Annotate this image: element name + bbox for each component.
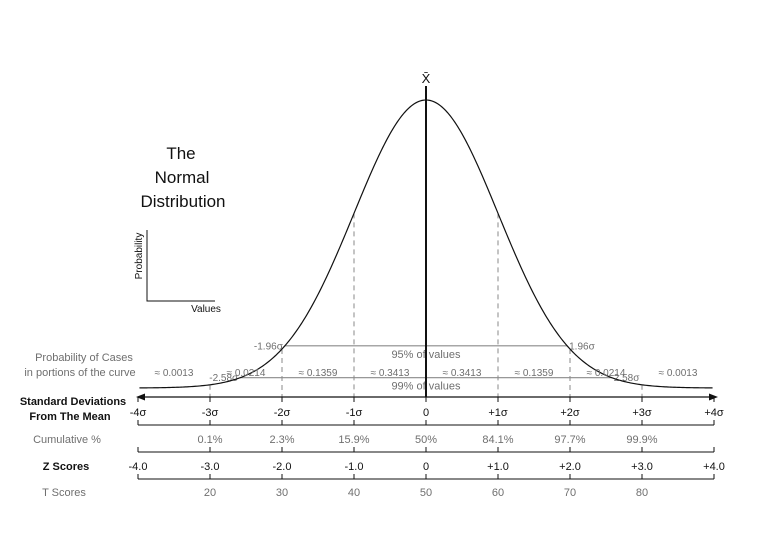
band-left-label: -2.58σ: [209, 373, 239, 384]
portion-value: ≈ 0.3413: [443, 368, 482, 379]
z-tick-label: +3.0: [631, 461, 653, 473]
sd-tick-label: +2σ: [560, 407, 580, 419]
t-tick-label: 40: [348, 487, 360, 499]
sd-tick-label: 0: [423, 407, 429, 419]
sd-tick-label: -4σ: [130, 407, 147, 419]
cumulative-tick-label: 97.7%: [554, 434, 585, 446]
cumulative-tick-label: 99.9%: [626, 434, 657, 446]
portion-value: ≈ 0.0013: [659, 368, 698, 379]
t-tick-label: 50: [420, 487, 432, 499]
portion-value: ≈ 0.0214: [227, 368, 266, 379]
z-tick-label: +1.0: [487, 461, 509, 473]
sd-tick-label: +4σ: [704, 407, 724, 419]
z-tick-label: 0: [423, 461, 429, 473]
sd-tick-label: +3σ: [632, 407, 652, 419]
portion-value: ≈ 0.1359: [299, 368, 338, 379]
cumulative-tick-label: 84.1%: [482, 434, 513, 446]
t-tick-label: 30: [276, 487, 288, 499]
z-tick-label: +4.0: [703, 461, 725, 473]
t-tick-label: 70: [564, 487, 576, 499]
scale-rows: -4σ -3σ -2σ -1σ 0 +1σ +2σ +3σ +4σ 0.1% 2.3% 15.9% 50…: [129, 397, 725, 499]
sd-row-label-2: From The Mean: [29, 411, 111, 423]
portion-values: ≈ 0.0013 ≈ 0.0214 ≈ 0.1359 ≈ 0.3413 ≈ 0.3413…: [155, 368, 698, 379]
t-row-label: T Scores: [42, 487, 86, 499]
cumulative-tick-label: 2.3%: [269, 434, 294, 446]
z-row-label: Z Scores: [43, 461, 89, 473]
t-tick-label: 60: [492, 487, 504, 499]
mini-axes-lines: [146, 230, 215, 302]
cumulative-tick-label: 50%: [415, 434, 437, 446]
sd-tick-label: -3σ: [202, 407, 219, 419]
diagram-title: The Normal Distribution: [140, 144, 225, 211]
portion-value: ≈ 0.0013: [155, 368, 194, 379]
cumulative-tick-label: 0.1%: [197, 434, 222, 446]
cumulative-tick-label: 15.9%: [338, 434, 369, 446]
title-line-1: The: [166, 144, 195, 163]
title-line-2: Normal: [155, 168, 210, 187]
sd-tick-label: +1σ: [488, 407, 508, 419]
cumulative-row-label: Cumulative %: [33, 434, 101, 446]
sd-tick-label: -2σ: [274, 407, 291, 419]
title-line-3: Distribution: [140, 192, 225, 211]
band-right-label: 2.58σ: [614, 373, 640, 384]
sigma-guide-lines: [209, 213, 643, 397]
band-right-label: 1.96σ: [569, 341, 595, 352]
mini-axes-x-label: Values: [191, 304, 221, 315]
z-tick-label: -1.0: [345, 461, 364, 473]
baseline-left-arrow: [136, 393, 145, 401]
t-tick-label: 80: [636, 487, 648, 499]
portions-row-label-2: in portions of the curve: [24, 367, 135, 379]
sd-row-label-1: Standard Deviations: [20, 396, 126, 408]
portion-value: ≈ 0.0214: [587, 368, 626, 379]
portion-value: ≈ 0.3413: [371, 368, 410, 379]
z-tick-label: -3.0: [201, 461, 220, 473]
mean-symbol: X̄: [422, 71, 431, 86]
portion-value: ≈ 0.1359: [515, 368, 554, 379]
z-tick-label: -4.0: [129, 461, 148, 473]
band-left-label: -1.96σ: [254, 341, 284, 352]
sd-tick-label: -1σ: [346, 407, 363, 419]
z-tick-label: +2.0: [559, 461, 581, 473]
portions-row-label-1: Probability of Cases: [35, 352, 133, 364]
mini-axes-y-label: Probability: [134, 233, 145, 280]
t-tick-label: 20: [204, 487, 216, 499]
mini-axes: Probability Values: [134, 230, 221, 315]
z-tick-label: -2.0: [273, 461, 292, 473]
